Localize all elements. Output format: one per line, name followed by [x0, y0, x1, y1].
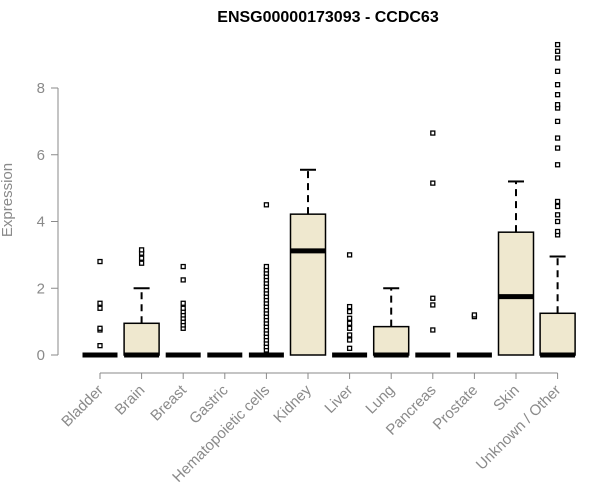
outlier-point [554, 203, 561, 210]
x-tick-label: Breast [147, 381, 190, 424]
box-liver [332, 252, 368, 358]
box-rect [123, 322, 160, 356]
outlier-point [138, 260, 145, 266]
box-rect [497, 231, 535, 356]
outlier-point [554, 145, 561, 151]
outlier-point [180, 263, 186, 270]
box-skin [497, 180, 535, 356]
outlier-point [346, 308, 353, 315]
outlier-point [180, 300, 186, 306]
box-rect [289, 213, 327, 356]
outlier-point [554, 92, 561, 98]
box-lung [372, 287, 410, 358]
box-breast [165, 263, 201, 358]
outlier-point [554, 198, 561, 205]
x-tick-label: Prostate [430, 382, 482, 434]
y-axis: 0 2 4 6 8 [37, 80, 59, 364]
x-tick-label: Skin [490, 382, 523, 415]
outlier-point [180, 277, 186, 283]
outlier-point [554, 162, 561, 168]
outlier-point [430, 180, 436, 186]
y-tick-label: 6 [37, 147, 45, 164]
outlier-point [346, 315, 353, 321]
outlier-point [471, 312, 478, 318]
y-tick-label: 0 [37, 347, 45, 364]
outlier-point [346, 303, 353, 310]
y-tick-label: 4 [37, 214, 45, 231]
outlier-point [97, 325, 103, 331]
box-rect [372, 325, 410, 356]
outlier-point [554, 55, 561, 61]
outlier-point [346, 345, 353, 351]
box-prostate [456, 312, 492, 358]
x-tick-label: Bladder [58, 382, 107, 431]
box-rect [539, 312, 576, 356]
chart-title: ENSG00000173093 - CCDC63 [217, 9, 439, 26]
outlier-point [263, 202, 270, 208]
outlier-point [554, 82, 561, 88]
box-hematopoietic-cells [248, 202, 284, 358]
y-tick-label: 2 [37, 280, 45, 297]
outlier-point [554, 118, 561, 125]
outlier-point [430, 302, 436, 308]
x-tick-label: Brain [112, 382, 149, 419]
outlier-point [346, 332, 353, 338]
outlier-point [554, 135, 561, 141]
outlier-point [346, 320, 353, 326]
outlier-point [263, 263, 270, 270]
outlier-point [97, 300, 103, 306]
x-tick-label: Kidney [270, 381, 315, 426]
outlier-point [97, 258, 103, 265]
outlier-point [430, 327, 436, 333]
box-pancreas [415, 130, 451, 358]
outlier-point [554, 41, 561, 48]
x-tick-label: Liver [321, 382, 356, 417]
outlier-point [97, 343, 103, 349]
box-kidney [289, 168, 327, 356]
outlier-point [554, 68, 561, 74]
outlier-point [138, 255, 145, 261]
box-unknown-other [539, 41, 576, 358]
outlier-point [97, 305, 103, 311]
box-brain [123, 247, 160, 358]
outlier-point [554, 102, 561, 108]
outlier-point [346, 337, 353, 343]
outlier-point [554, 48, 561, 54]
outlier-point [554, 218, 561, 225]
y-axis-label: Expression [0, 163, 16, 237]
outlier-point [554, 212, 561, 218]
outlier-point [346, 252, 353, 258]
boxes-layer [82, 41, 576, 358]
outlier-point [138, 247, 145, 253]
outlier-point [430, 130, 436, 136]
x-tick-label: Lung [362, 382, 398, 418]
y-tick-label: 8 [37, 80, 45, 97]
outlier-point [430, 295, 436, 301]
outlier-point [554, 228, 561, 235]
box-bladder [82, 258, 118, 358]
outlier-point [346, 325, 353, 331]
outlier-point [180, 305, 186, 311]
